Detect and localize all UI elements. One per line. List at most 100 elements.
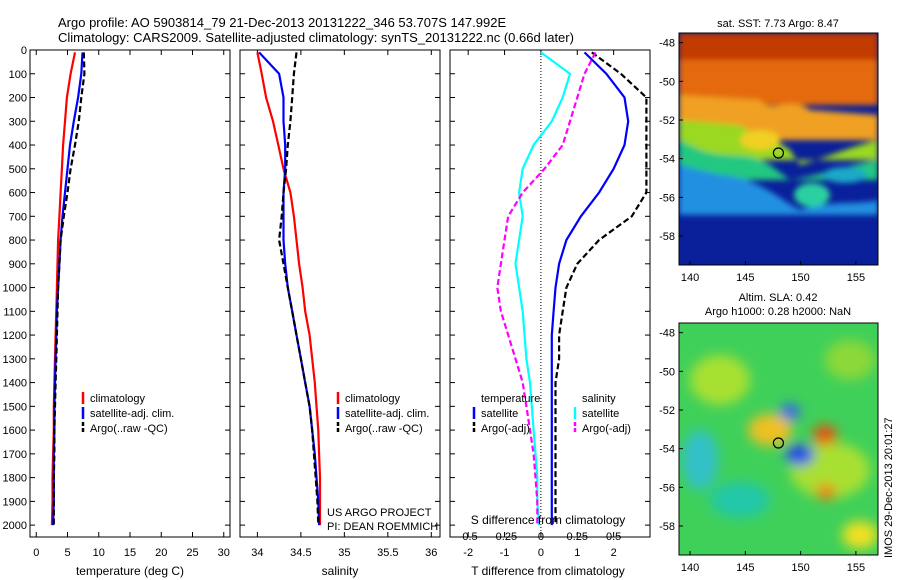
t-difference-x-tick-label-4: 2 xyxy=(611,547,617,559)
s-difference-tick-label-3: 0.25 xyxy=(567,531,588,543)
t-difference-x-tick-label-3: 1 xyxy=(574,547,580,559)
salinity-xlabel: salinity xyxy=(322,564,359,578)
temperature-legend: climatology satellite-adj. clim. Argo(..… xyxy=(81,392,174,435)
lon-tick-label-1: 145 xyxy=(736,272,754,284)
temperature-series xyxy=(50,52,86,526)
depth-tick-label-10: 1000 xyxy=(3,283,27,295)
depth-tick-label-17: 1700 xyxy=(3,449,27,461)
salinity-panel: 34 34.5 35 35.5 36 salinity climatology sate… xyxy=(239,49,441,578)
depth-tick-label-3: 300 xyxy=(9,116,27,128)
difference-x-axis: -2 -1 0 1 2 -0.5 -0.25 0 0.25 0.5 xyxy=(459,50,621,559)
lat-tick-label-5: -58 xyxy=(659,521,675,533)
t-difference-xlabel: T difference from climatology xyxy=(471,564,625,578)
lat-tick-label-0: -48 xyxy=(659,38,675,50)
series-line-2 xyxy=(52,52,86,526)
argo-location-marker xyxy=(772,147,785,159)
salinity-x-tick-label-3: 35.5 xyxy=(377,547,398,559)
series-line-0 xyxy=(256,52,322,526)
series-line-2 xyxy=(277,52,320,526)
depth-tick-label-15: 1500 xyxy=(3,401,27,413)
lat-tick-label-2: -52 xyxy=(659,115,675,127)
depth-tick-label-7: 700 xyxy=(9,211,27,223)
sst-map: sat. SST: 7.73 Argo: 8.47 140 145 150 155 -4… xyxy=(659,18,879,284)
depth-tick-label-19: 1900 xyxy=(3,496,27,508)
salinity-series xyxy=(256,51,322,526)
t-difference-x-tick-label-0: -2 xyxy=(463,547,473,559)
sst-map-frame xyxy=(678,32,879,266)
lat-tick-label-1: -50 xyxy=(659,76,675,88)
legend-argo: Argo(..raw -QC) xyxy=(345,423,423,435)
difference-panel: -2 -1 0 1 2 -0.5 -0.25 0 0.25 0.5 T difference fr… xyxy=(449,49,651,578)
s-difference-tick-label-1: -0.25 xyxy=(492,531,517,543)
legend-satellite: satellite-adj. clim. xyxy=(345,408,429,420)
depth-tick-label-2: 200 xyxy=(9,93,27,105)
s-difference-tick-label-4: 0.5 xyxy=(606,531,621,543)
salinity-axes-box xyxy=(239,49,441,538)
lat-tick-label-3: -54 xyxy=(659,444,675,456)
depth-tick-label-18: 1800 xyxy=(3,473,27,485)
depth-tick-label-0: 0 xyxy=(21,45,27,57)
salinity-x-tick-label-4: 36 xyxy=(425,547,437,559)
temperature-axes-box xyxy=(29,49,231,538)
sla-map-subtitle: Argo h1000: 0.28 h2000: NaN xyxy=(705,306,851,318)
lon-tick-label-2: 150 xyxy=(791,562,809,574)
argo-location-marker xyxy=(772,437,785,449)
lat-tick-label-4: -56 xyxy=(659,192,675,204)
sla-map-title: Altim. SLA: 0.42 xyxy=(739,292,818,304)
series-line-0 xyxy=(50,52,77,526)
temperature-x-tick-label-6: 30 xyxy=(218,547,230,559)
lat-tick-label-5: -58 xyxy=(659,231,675,243)
temperature-x-tick-label-2: 10 xyxy=(93,547,105,559)
salinity-legend: climatology satellite-adj. clim. Argo(..… xyxy=(336,392,429,435)
lat-tick-label-2: -52 xyxy=(659,405,675,417)
s-difference-tick-label-0: -0.5 xyxy=(459,531,478,543)
salinity-x-tick-label-0: 34 xyxy=(251,547,263,559)
sla-map-frame xyxy=(678,322,879,556)
depth-tick-label-20: 2000 xyxy=(3,520,27,532)
legend-s-satellite: satellite xyxy=(582,408,619,420)
series-line-2 xyxy=(514,51,572,526)
depth-axis: 0 100 200 300 400 500 600 700 800 900 1000 1100 1200… xyxy=(3,45,650,532)
legend-title-temperature: temperature xyxy=(481,393,540,405)
salinity-x-tick-label-2: 35 xyxy=(338,547,350,559)
depth-tick-label-9: 900 xyxy=(9,259,27,271)
depth-tick-label-14: 1400 xyxy=(3,378,27,390)
legend-argo: Argo(..raw -QC) xyxy=(90,423,168,435)
legend-t-argo: Argo(-adj) xyxy=(481,423,530,435)
legend-s-argo: Argo(-adj) xyxy=(582,423,631,435)
depth-tick-label-5: 500 xyxy=(9,164,27,176)
header-line-1: Argo profile: AO 5903814_79 21-Dec-2013 … xyxy=(58,15,506,30)
header-line-2: Climatology: CARS2009. Satellite-adjuste… xyxy=(58,30,574,45)
lon-tick-label-3: 155 xyxy=(847,272,865,284)
depth-tick-label-11: 1100 xyxy=(3,306,27,318)
sst-field xyxy=(679,33,878,265)
lon-tick-label-3: 155 xyxy=(847,562,865,574)
temperature-panel: 0100200300400500600700800900100011001200… xyxy=(3,45,650,578)
sst-map-axes: 140 145 150 155 -48 -50 -52 -54 -56 -58 xyxy=(659,38,865,284)
s-difference-tick-label-2: 0 xyxy=(538,531,544,543)
depth-tick-label-12: 1200 xyxy=(3,330,27,342)
depth-tick-label-16: 1600 xyxy=(3,425,27,437)
difference-series xyxy=(496,51,648,526)
difference-axes-box xyxy=(449,49,651,538)
legend-satellite: satellite-adj. clim. xyxy=(90,408,174,420)
series-line-1 xyxy=(554,51,648,526)
lat-tick-label-3: -54 xyxy=(659,154,675,166)
legend-t-satellite: satellite xyxy=(481,408,518,420)
salinity-x-tick-label-1: 34.5 xyxy=(290,547,311,559)
t-difference-x-tick-label-2: 0 xyxy=(538,547,544,559)
temperature-x-tick-label-1: 5 xyxy=(64,547,70,559)
depth-tick-label-1: 100 xyxy=(9,69,27,81)
depth-tick-label-13: 1300 xyxy=(3,354,27,366)
temperature-x-axis: 0 5 10 15 20 25 30 xyxy=(33,50,230,559)
lon-tick-label-1: 145 xyxy=(736,562,754,574)
temperature-x-tick-label-5: 25 xyxy=(186,547,198,559)
lon-tick-label-0: 140 xyxy=(681,562,699,574)
depth-tick-label-4: 400 xyxy=(9,140,27,152)
depth-tick-label-8: 800 xyxy=(9,235,27,247)
sla-map: Altim. SLA: 0.42 Argo h1000: 0.28 h2000:… xyxy=(659,292,895,574)
temperature-x-tick-label-4: 20 xyxy=(155,547,167,559)
temperature-x-tick-label-3: 15 xyxy=(124,547,136,559)
lat-tick-label-1: -50 xyxy=(659,366,675,378)
